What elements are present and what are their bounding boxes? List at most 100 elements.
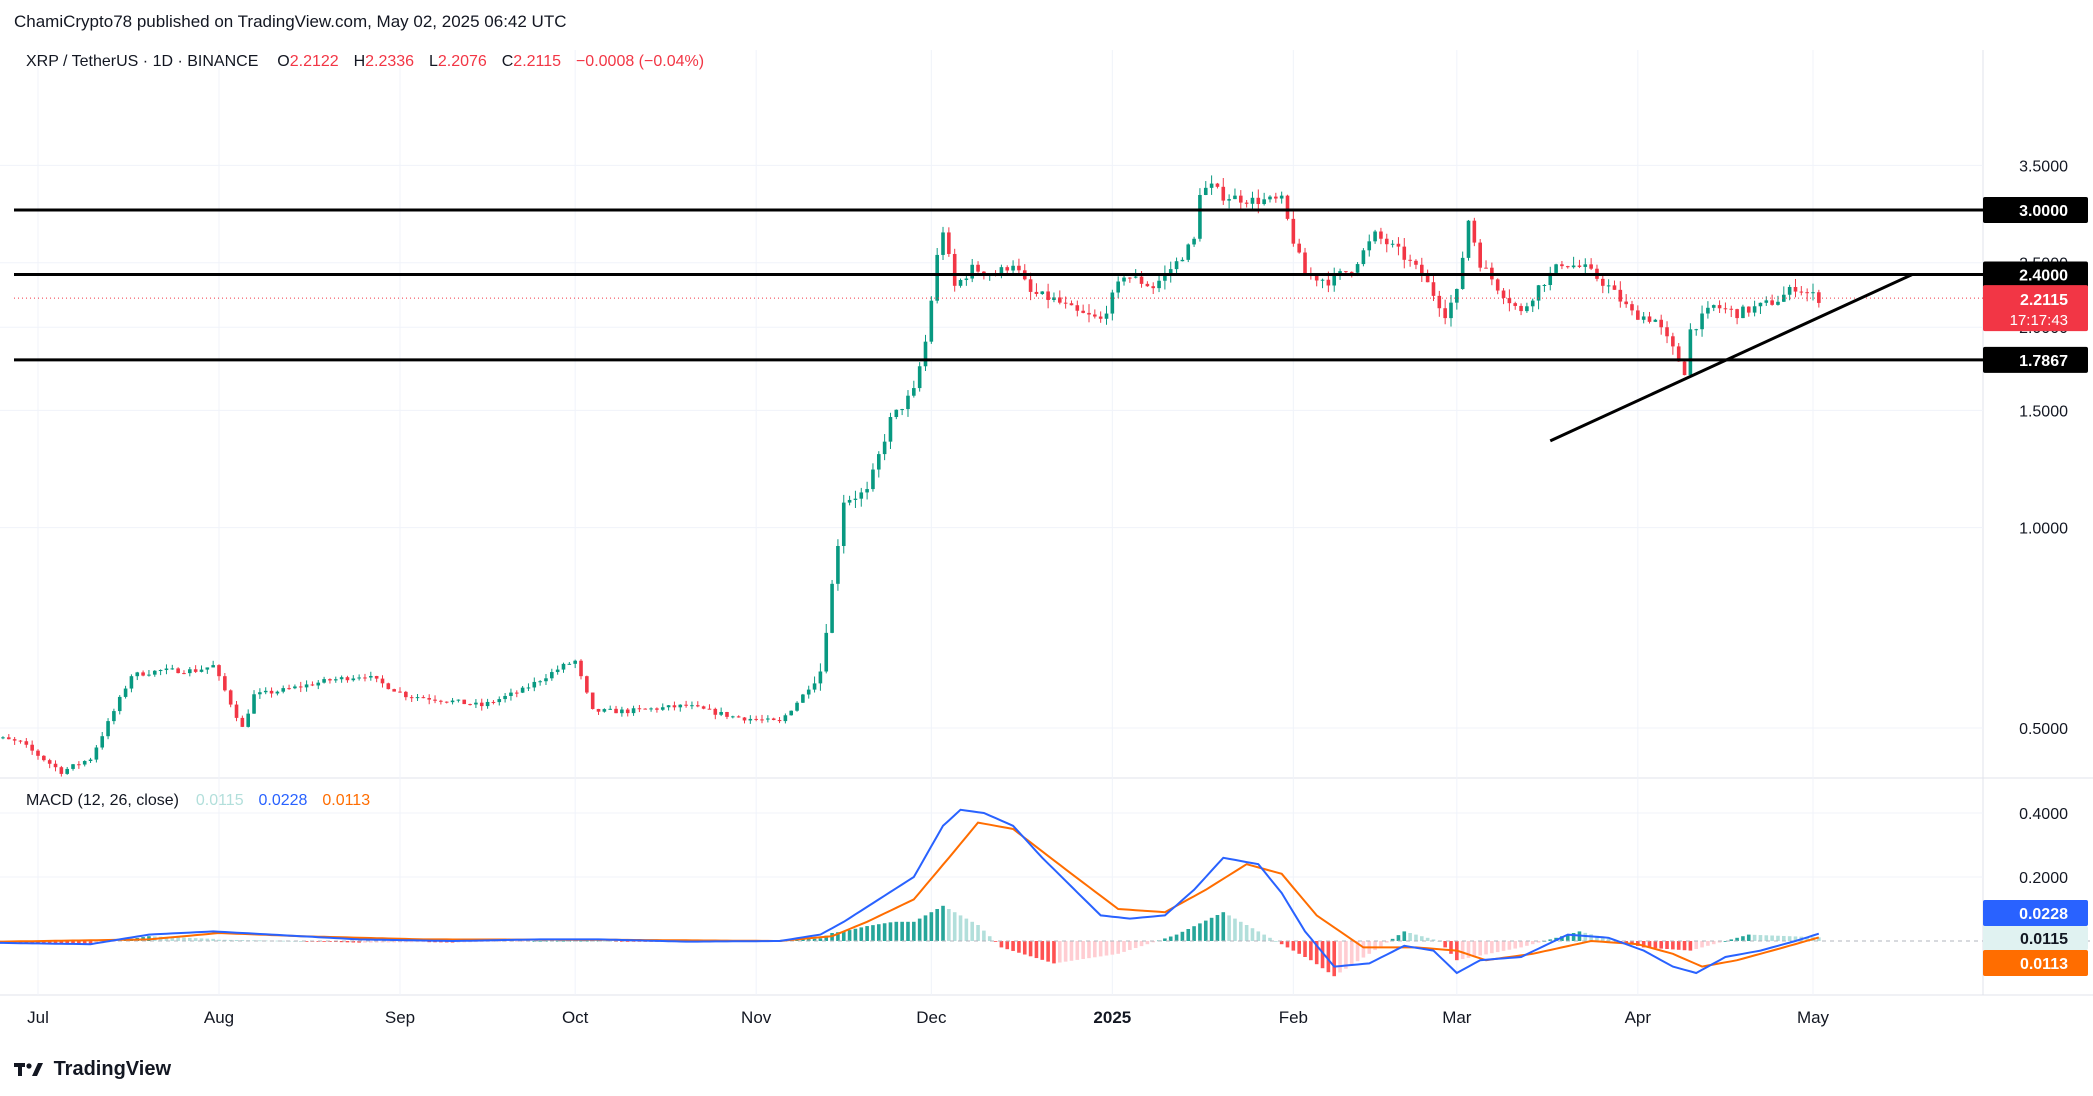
macd-histogram-bar	[1326, 941, 1331, 973]
candle-body	[322, 679, 326, 683]
macd-histogram-bar	[1606, 938, 1611, 941]
macd-histogram-bar	[1425, 937, 1430, 941]
macd-histogram-bar	[1694, 941, 1699, 949]
candle-body	[30, 744, 34, 751]
change-value: −0.0008 (−0.04%)	[575, 53, 705, 70]
macd-histogram-bar	[579, 940, 583, 942]
candle-body	[1419, 264, 1424, 276]
macd-histogram-bar	[1688, 941, 1693, 951]
macd-histogram-bar	[847, 930, 852, 941]
macd-histogram-bar	[999, 941, 1004, 948]
candle-body	[1110, 292, 1115, 314]
level-mid-tag-text: 2.4000	[2019, 268, 2068, 285]
candle-body	[1495, 279, 1500, 291]
macd-histogram-bar	[894, 921, 899, 941]
macd-histogram-bar	[1104, 941, 1109, 956]
candle-body	[129, 676, 134, 689]
candle-body	[509, 692, 513, 696]
time-axis-tick-label: Oct	[562, 1008, 589, 1027]
macd-histogram-bar	[1332, 941, 1337, 977]
macd-histogram-bar	[1087, 941, 1091, 959]
macd-histogram-bar	[234, 939, 239, 941]
tradingview-brand[interactable]: TradingView	[14, 1058, 171, 1083]
candle-body	[1577, 265, 1582, 267]
macd-histogram-bar	[36, 941, 40, 944]
macd-histogram-bar	[1782, 935, 1786, 941]
candle-body	[415, 697, 420, 699]
macd-histogram-bar	[1233, 918, 1237, 941]
macd-legend[interactable]: MACD (12, 26, close) 0.0115 0.0228 0.011…	[26, 792, 370, 810]
tradingview-brand-text: TradingView	[53, 1058, 172, 1080]
candle-body	[1332, 273, 1337, 286]
candle-body	[444, 701, 449, 703]
candle-body	[906, 395, 910, 410]
macd-histogram-bar	[1151, 941, 1156, 943]
macd-histogram-bar	[1490, 941, 1494, 954]
candle-body	[117, 696, 122, 712]
candle-body	[1, 737, 5, 739]
macd-histogram-bar	[1653, 941, 1658, 949]
candle-body	[234, 704, 239, 718]
macd-legend-label[interactable]: MACD (12, 26, close)	[26, 792, 179, 809]
macd-histogram-bar	[223, 939, 227, 941]
candle-body	[82, 761, 87, 765]
macd-histogram-bar	[1227, 915, 1231, 941]
candle-body	[1349, 271, 1354, 273]
candle-body	[672, 705, 677, 708]
candle-body	[88, 759, 93, 762]
macd-histogram-bar	[1384, 941, 1389, 943]
candle-body	[1017, 265, 1021, 271]
candle-body	[1133, 276, 1138, 278]
macd-histogram-bar	[1647, 941, 1652, 948]
candle-body	[999, 267, 1004, 276]
macd-histogram-bar	[1133, 941, 1138, 949]
candle-body	[1612, 285, 1617, 290]
candle-body	[333, 679, 338, 681]
candle-body	[801, 694, 805, 703]
candle-body	[462, 699, 467, 705]
symbol-legend[interactable]: XRP / TetherUS · 1D · BINANCE O2.2122 H2…	[26, 53, 704, 71]
candle-body	[1729, 308, 1734, 310]
macd-histogram-bar	[1268, 937, 1272, 941]
candle-body	[170, 668, 175, 670]
candle-body	[544, 678, 548, 682]
price-axis-tick-label: 0.5000	[2019, 721, 2068, 738]
macd-histogram-bar	[211, 938, 215, 941]
candle-body	[1198, 194, 1202, 239]
candle-body	[760, 719, 764, 721]
candle-body	[836, 546, 840, 584]
ascending-trendline[interactable]	[1549, 273, 1913, 443]
macd-histogram-bar	[1624, 941, 1628, 944]
symbol-name[interactable]: XRP / TetherUS · 1D · BINANCE	[26, 53, 259, 70]
macd-histogram-bar	[1536, 941, 1541, 943]
macd-histogram-bar	[217, 939, 221, 941]
published-caption: ChamiCrypto78 published on TradingView.c…	[14, 12, 567, 31]
level-low-tag-text: 1.7867	[2019, 353, 2068, 370]
macd-histogram-bar	[170, 937, 175, 941]
candle-body	[310, 684, 315, 686]
candle-body	[392, 689, 396, 692]
candle-body	[1034, 291, 1039, 294]
macd-histogram-bar	[1659, 941, 1663, 949]
macd-histogram-bar	[1671, 941, 1675, 950]
candle-body	[298, 686, 303, 688]
candle-body	[748, 718, 753, 721]
candle-body	[100, 736, 105, 748]
hist-value-tag-text: 0.0115	[2020, 931, 2068, 948]
candle-body	[65, 768, 69, 774]
macd-histogram-bar	[1145, 941, 1150, 945]
macd-histogram-bar	[1110, 941, 1115, 955]
macd-histogram-bar	[1011, 941, 1015, 951]
candle-body	[690, 705, 694, 707]
candle-body	[18, 740, 23, 742]
candle-body	[7, 737, 11, 740]
candle-body	[1472, 220, 1477, 243]
macd-histogram-bar	[1344, 941, 1348, 969]
candle-body	[976, 264, 980, 272]
macd-histogram-bar	[1601, 937, 1605, 941]
macd-histogram-bar	[941, 905, 945, 941]
macd-histogram-bar	[59, 941, 64, 945]
candle-body	[1174, 261, 1179, 270]
candle-body	[258, 692, 262, 695]
